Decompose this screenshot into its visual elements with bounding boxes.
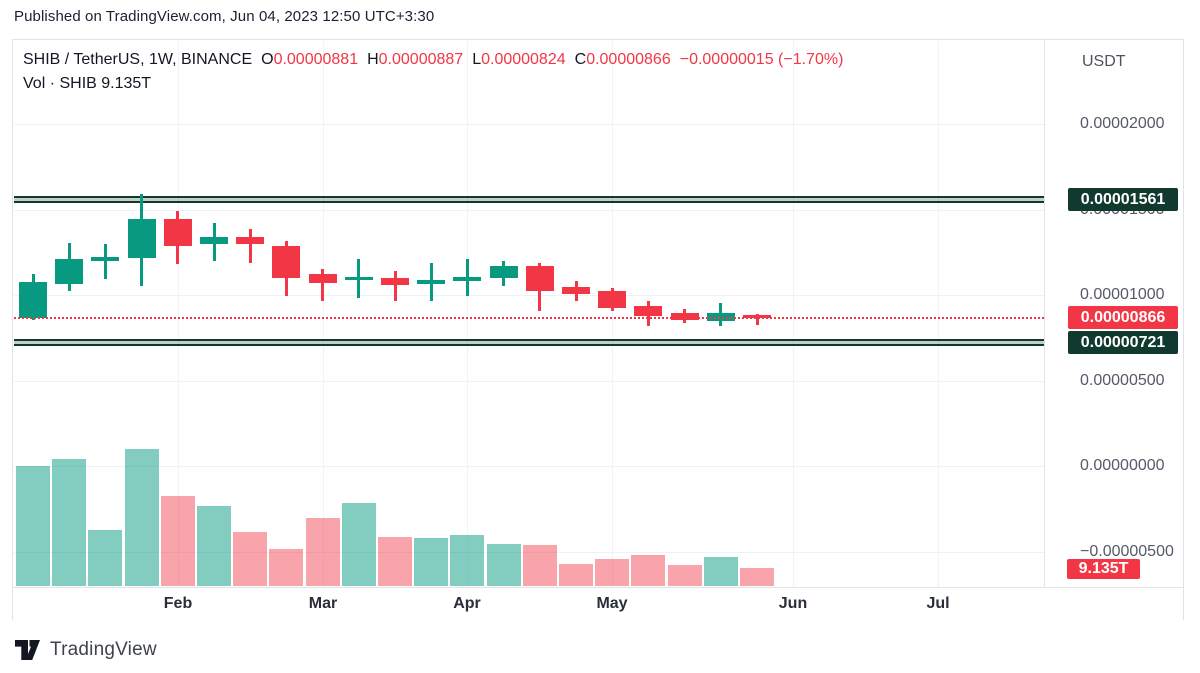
volume-bar	[378, 536, 412, 586]
candle-body	[127, 219, 156, 259]
ohlc-value: 0.00000881	[273, 51, 359, 68]
time-axis-month-label: Mar	[308, 595, 338, 612]
price-axis-label-last-price: 0.00000866	[1068, 306, 1178, 330]
ohlc-letter: L	[472, 51, 482, 68]
price-axis[interactable]: USDT 0.000020000.000015000.000010000.000…	[1044, 40, 1184, 587]
time-axis-month-label: Feb	[163, 595, 193, 612]
gridline-horizontal	[14, 124, 1044, 125]
horizontal-level-line	[14, 195, 1044, 203]
volume-bar	[414, 537, 449, 586]
volume-bar	[595, 559, 630, 586]
volume-bar	[233, 532, 268, 586]
candle-body	[200, 237, 228, 245]
time-axis[interactable]: Feb Mar Apr May Jun Jul	[13, 587, 1183, 620]
chart-legend: SHIB / TetherUS, 1W, BINANCE O0.00000881 H…	[23, 48, 843, 72]
candle-body	[308, 273, 337, 284]
candle-body	[525, 265, 554, 292]
candle-body	[743, 315, 771, 319]
volume-bar	[631, 555, 666, 586]
volume-bar	[88, 530, 123, 586]
price-axis-tick: −0.00000500	[1080, 542, 1174, 560]
ohlc-letter: C	[574, 51, 587, 68]
volume-study-label[interactable]: Vol · SHIB	[23, 75, 97, 92]
volume-bar	[52, 458, 87, 586]
candle-wick	[248, 228, 252, 263]
gridline-horizontal	[14, 380, 1044, 382]
candle-body	[236, 237, 265, 245]
tradingview-brand-link[interactable]: TradingView	[50, 639, 157, 660]
volume-bar	[740, 568, 774, 586]
gridline-horizontal	[14, 551, 1044, 553]
volume-bar	[160, 495, 195, 586]
volume-bar	[486, 544, 521, 586]
ohlc-letter: O	[261, 51, 274, 68]
candle-body	[489, 265, 518, 279]
candle-wick	[393, 271, 397, 301]
volume-bar	[667, 564, 702, 586]
quote-currency-label: USDT	[1082, 53, 1126, 70]
volume-bar	[16, 466, 50, 586]
candle-wick	[755, 314, 759, 326]
candle-body	[562, 286, 590, 294]
price-axis-tick: 0.00000000	[1080, 457, 1165, 474]
gridline-vertical	[938, 41, 939, 587]
candle-body	[344, 277, 373, 281]
ohlc-letter: H	[367, 51, 379, 68]
volume-current-value: 9.135T	[101, 75, 152, 92]
price-axis-tick: 0.00000500	[1080, 371, 1165, 389]
gridline-vertical	[323, 41, 324, 587]
ohlc-value: 0.00000824	[481, 51, 566, 68]
gridline-vertical	[612, 41, 613, 587]
price-chart-pane[interactable]	[13, 40, 1044, 587]
volume-bar	[341, 503, 376, 586]
time-axis-month-label: Apr	[453, 595, 481, 612]
candle-body	[91, 257, 120, 261]
gridline-horizontal	[14, 295, 1044, 296]
volume-bar	[269, 548, 304, 586]
volume-bar	[450, 534, 485, 586]
published-caption: Published on TradingView.com, Jun 04, 20…	[14, 8, 435, 25]
candle-body	[634, 305, 663, 317]
candle-body	[453, 277, 482, 281]
candle-body	[272, 245, 301, 279]
gridline-vertical	[178, 41, 179, 587]
candle-body	[163, 219, 192, 246]
candle-body	[417, 279, 446, 285]
candle-body	[19, 282, 47, 318]
candle-wick	[103, 244, 107, 280]
symbol-title[interactable]: SHIB / TetherUS, 1W, BINANCE	[23, 51, 253, 68]
volume-legend: Vol · SHIB 9.135T	[23, 72, 151, 96]
volume-bar	[522, 545, 557, 586]
time-axis-month-label: Jun	[778, 595, 808, 612]
volume-bar	[197, 506, 231, 586]
time-axis-month-label: Jul	[926, 595, 950, 612]
volume-bar	[703, 557, 738, 586]
tradingview-logo-icon	[15, 639, 40, 660]
price-axis-tick: 0.00002000	[1080, 115, 1165, 132]
ohlc-value: 0.00000866	[586, 51, 671, 68]
last-price-line	[14, 316, 1044, 319]
volume-bar	[305, 518, 340, 586]
chart-widget: USDT 0.000020000.000015000.000010000.000…	[12, 39, 1184, 620]
time-axis-month-label: May	[596, 595, 628, 612]
candle-wick	[321, 269, 325, 301]
change-value: −0.00000015 (−1.70%)	[679, 51, 844, 68]
gridline-horizontal	[14, 466, 1044, 467]
candle-body	[598, 291, 627, 308]
horizontal-level-line	[14, 339, 1044, 347]
gridline-vertical	[793, 41, 794, 587]
price-axis-label-resistance-level: 0.00001561	[1068, 187, 1178, 211]
gridline-horizontal	[14, 209, 1044, 211]
price-axis-label-support-level: 0.00000721	[1068, 331, 1178, 355]
volume-bar	[124, 449, 159, 586]
candle-body	[670, 312, 699, 320]
ohlc-value: 0.00000887	[378, 51, 464, 68]
volume-bar	[559, 563, 593, 586]
price-axis-tick: 0.00001000	[1080, 286, 1165, 303]
footer: TradingView	[14, 637, 157, 663]
candle-body	[55, 259, 84, 285]
gridline-vertical	[467, 41, 468, 587]
candle-body	[381, 278, 409, 286]
volume-axis-label: 9.135T	[1067, 559, 1140, 579]
